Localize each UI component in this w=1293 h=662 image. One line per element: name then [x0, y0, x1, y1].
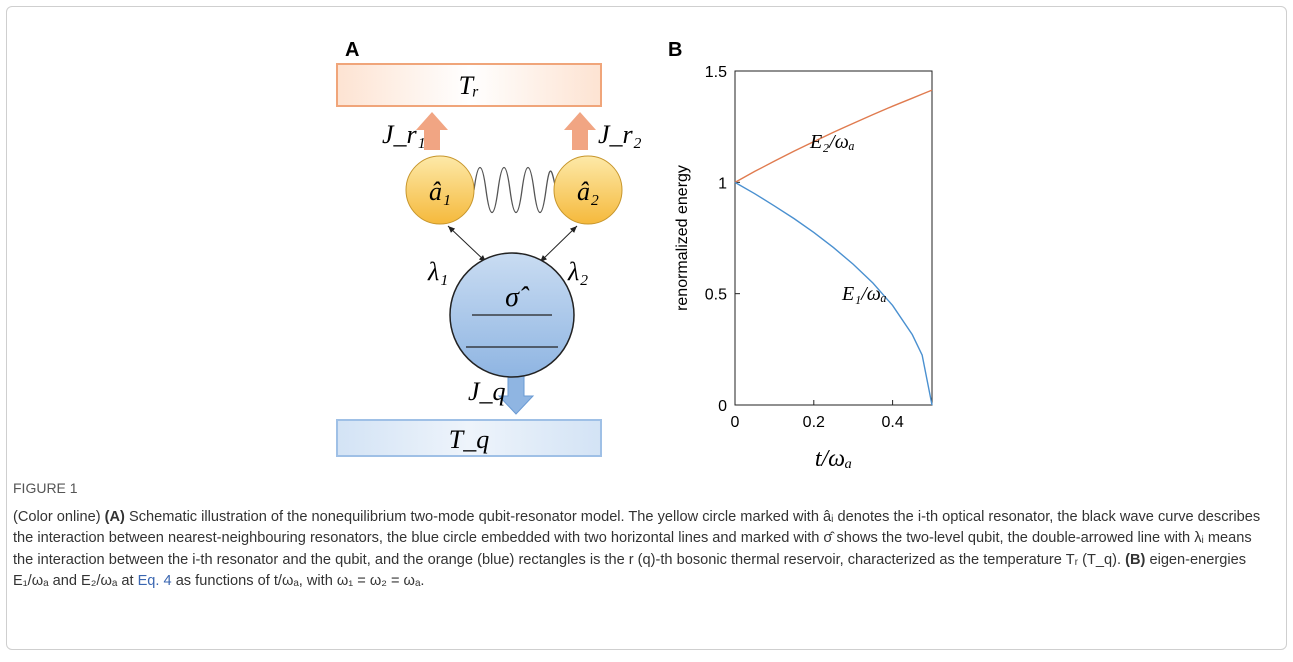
coupling-arrow-1	[448, 226, 486, 262]
caption-text: (B)	[1125, 552, 1145, 568]
figure: A Tᵣ T_q J_r₁ J_r₂ â₁ â₂ λ₁ λ₂ σ̂ J_q B …	[0, 0, 1293, 470]
panel-label: B	[668, 39, 682, 61]
y-tick-label: 1	[718, 175, 727, 192]
y-tick-label: 0	[718, 398, 727, 415]
equation-link[interactable]: Eq. 4	[138, 573, 172, 589]
line-series	[735, 182, 932, 405]
x-tick-label: 0	[731, 414, 740, 431]
label: â₁	[429, 177, 451, 206]
series-label: E₂/ωₐ	[809, 131, 855, 153]
coupling-wave	[474, 168, 556, 213]
y-tick-label: 1.5	[705, 64, 727, 81]
caption: FIGURE 1 (Color online) (A) Schematic il…	[13, 478, 1268, 593]
label: λ₂	[567, 257, 588, 286]
label: J_q	[468, 377, 506, 406]
caption-text: Schematic illustration of the nonequilib…	[13, 509, 1260, 568]
caption-text: (Color online) (A) Schematic illustratio…	[13, 507, 1268, 593]
panel-label: A	[345, 39, 359, 61]
caption-label: FIGURE 1	[13, 478, 1268, 500]
label: Tᵣ	[459, 71, 480, 100]
arrow-jr2	[564, 112, 596, 150]
x-axis-label: t/ωₐ	[815, 446, 852, 470]
plot-frame	[735, 71, 932, 405]
label: J_r₂	[598, 120, 642, 149]
y-axis-label: renormalized energy	[674, 165, 691, 311]
caption-text: as functions of t/ωₐ, with ω₁ = ω₂ = ωₐ.	[172, 573, 425, 589]
caption-text: (Color online)	[13, 509, 105, 525]
label: J_r₁	[382, 120, 426, 149]
x-tick-label: 0.4	[881, 414, 903, 431]
series-label: E₁/ωₐ	[841, 283, 887, 305]
label: λ₁	[427, 257, 448, 286]
caption-text: (A)	[105, 509, 125, 525]
x-tick-label: 0.2	[803, 414, 825, 431]
label: T_q	[449, 425, 489, 454]
label: â₂	[577, 177, 599, 206]
y-tick-label: 0.5	[705, 287, 727, 304]
panel-b: B 0 0.5 1 1.5 0 0.2 0.4 t/ωₐ renormalized energy…	[668, 39, 932, 470]
panel-a: A Tᵣ T_q J_r₁ J_r₂ â₁ â₂ λ₁ λ₂ σ̂ J_q	[337, 39, 642, 456]
